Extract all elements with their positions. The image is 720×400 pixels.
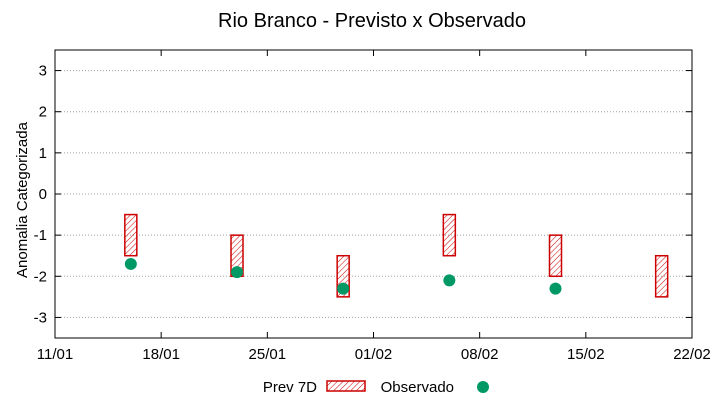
forecast-range-box bbox=[548, 234, 563, 278]
x-tick-label: 25/01 bbox=[249, 346, 287, 363]
y-tick-label: 2 bbox=[39, 104, 47, 121]
observed-point bbox=[549, 282, 562, 295]
legend-swatch-observado bbox=[477, 381, 489, 393]
plot-frame bbox=[54, 49, 693, 339]
y-tick-label: -1 bbox=[34, 227, 47, 244]
y-tick-label: -3 bbox=[34, 309, 47, 326]
y-tick-label: 0 bbox=[39, 186, 47, 203]
legend-label-prev-7d: Prev 7D bbox=[263, 379, 317, 396]
x-tick-label: 01/02 bbox=[355, 346, 393, 363]
y-tick-label: 3 bbox=[39, 63, 47, 80]
observed-point bbox=[337, 282, 350, 295]
y-axis-label: Anomalia Categorizada bbox=[14, 121, 31, 278]
chart-title: Rio Branco - Previsto x Observado bbox=[218, 10, 526, 32]
y-tick-label: -2 bbox=[34, 268, 47, 285]
observed-point bbox=[124, 257, 137, 270]
data-layer bbox=[124, 213, 669, 298]
observed-point bbox=[443, 274, 456, 287]
x-tick-label: 22/02 bbox=[673, 346, 711, 363]
legend-label-observado: Observado bbox=[381, 379, 454, 396]
forecast-range-box bbox=[654, 254, 669, 298]
tick-layer: 3 2 1 0 -1 -2 -3 11/01 18/01 25/01 01/02 08/02 15/02… bbox=[34, 50, 711, 363]
grid-layer bbox=[55, 70, 692, 318]
forecast-range-box bbox=[124, 213, 138, 257]
observed-point bbox=[231, 266, 243, 279]
x-tick-label: 11/01 bbox=[37, 346, 73, 363]
legend-swatch-prev-7d bbox=[326, 380, 366, 392]
x-tick-label: 08/02 bbox=[461, 346, 499, 363]
legend: Prev 7D Observado bbox=[263, 379, 489, 396]
x-tick-label: 15/02 bbox=[567, 346, 605, 363]
forecast-range-box bbox=[442, 213, 457, 257]
y-tick-label: 1 bbox=[39, 145, 47, 162]
x-tick-label: 18/01 bbox=[142, 346, 180, 363]
